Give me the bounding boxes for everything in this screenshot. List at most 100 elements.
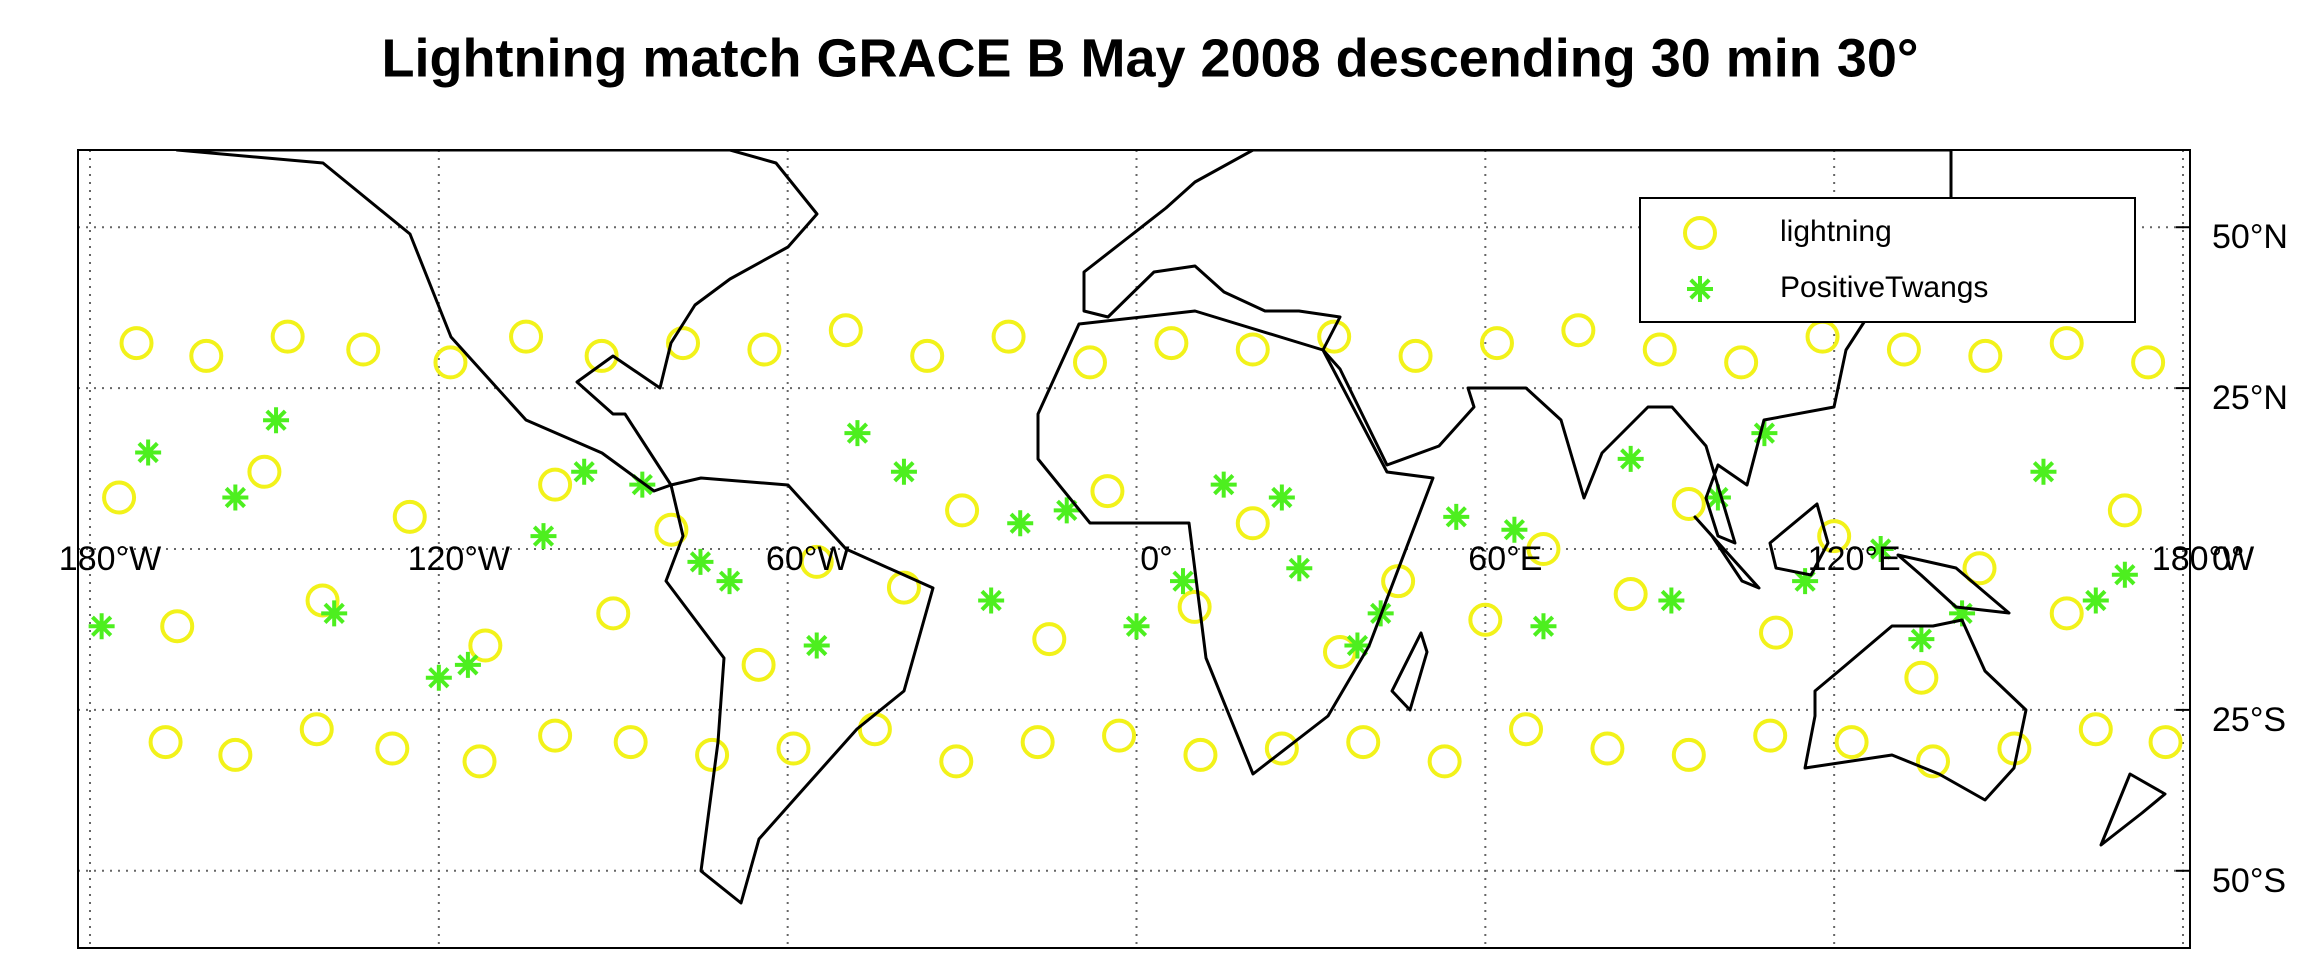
data-point bbox=[305, 583, 340, 618]
data-point bbox=[218, 737, 253, 772]
data-point bbox=[1671, 486, 1706, 521]
data-point bbox=[2082, 587, 2109, 614]
data-point bbox=[1344, 632, 1371, 659]
borneo bbox=[1768, 502, 1830, 577]
tick-labels: 50°N 25°N 0° 25°S 50°S 180°W 120°W 60°W 0° 60°E 12… bbox=[59, 218, 2288, 900]
data-point bbox=[1177, 589, 1212, 624]
data-point bbox=[654, 512, 689, 547]
coastlines bbox=[175, 150, 2167, 905]
data-point bbox=[1867, 536, 1894, 562]
data-point bbox=[1751, 420, 1778, 447]
data-point bbox=[1805, 319, 1840, 354]
data-point bbox=[1286, 555, 1313, 582]
north-america bbox=[175, 150, 819, 493]
data-point bbox=[890, 458, 917, 485]
data-point bbox=[666, 326, 701, 361]
data-point bbox=[2030, 458, 2057, 485]
data-point bbox=[1886, 332, 1921, 367]
data-point bbox=[247, 454, 282, 489]
data-point bbox=[844, 420, 871, 447]
data-point bbox=[1753, 718, 1788, 753]
data-point bbox=[1183, 737, 1218, 772]
data-point bbox=[687, 548, 714, 575]
data-point bbox=[1509, 712, 1544, 747]
data-point bbox=[462, 744, 497, 779]
y-tick-label: 50°S bbox=[2212, 862, 2286, 900]
data-point bbox=[148, 725, 183, 760]
data-point bbox=[1053, 497, 1080, 524]
data-point bbox=[1317, 319, 1352, 354]
data-point bbox=[299, 712, 334, 747]
data-point bbox=[613, 725, 648, 760]
data-point bbox=[886, 570, 921, 605]
data-point bbox=[1468, 602, 1503, 637]
data-point bbox=[747, 332, 782, 367]
legend-label: lightning bbox=[1780, 215, 1892, 248]
data-point bbox=[1916, 744, 1951, 779]
data-point bbox=[1904, 660, 1939, 695]
data-point bbox=[1724, 345, 1759, 380]
data-point bbox=[160, 609, 195, 644]
data-point bbox=[1561, 313, 1596, 348]
data-point bbox=[119, 326, 154, 361]
data-point bbox=[584, 338, 619, 373]
data-point bbox=[1032, 622, 1067, 657]
data-point bbox=[1908, 626, 1935, 653]
data-point bbox=[1427, 744, 1462, 779]
x-tick-label: 0° bbox=[1140, 540, 1173, 578]
data-point bbox=[1322, 634, 1357, 669]
south-america bbox=[664, 476, 935, 905]
data-point bbox=[509, 319, 544, 354]
data-point bbox=[88, 613, 115, 640]
y-tick-label: 25°S bbox=[2212, 701, 2286, 739]
grid bbox=[78, 150, 2190, 948]
data-point bbox=[1154, 326, 1189, 361]
data-point bbox=[596, 596, 631, 631]
data-point bbox=[776, 731, 811, 766]
data-point bbox=[1658, 587, 1685, 614]
legend-label: PositiveTwangs bbox=[1780, 271, 1988, 304]
data-point bbox=[1210, 471, 1237, 498]
data-point bbox=[991, 319, 1026, 354]
africa bbox=[1036, 309, 1435, 776]
data-point bbox=[1642, 332, 1677, 367]
new-zealand bbox=[2099, 772, 2167, 847]
data-point bbox=[538, 467, 573, 502]
data-point bbox=[433, 345, 468, 380]
data-point bbox=[1102, 718, 1137, 753]
data-point bbox=[1090, 474, 1125, 509]
madagascar bbox=[1390, 631, 1429, 712]
data-point bbox=[945, 493, 980, 528]
data-point bbox=[321, 600, 348, 627]
data-point bbox=[741, 647, 776, 682]
data-point bbox=[828, 313, 863, 348]
data-point bbox=[263, 407, 290, 434]
data-point bbox=[1170, 568, 1197, 595]
data-point bbox=[538, 718, 573, 753]
data-point bbox=[1834, 725, 1869, 760]
legend-marker bbox=[1683, 216, 1717, 250]
legend-marker bbox=[1687, 276, 1713, 302]
data-point bbox=[1235, 332, 1270, 367]
data-point bbox=[530, 523, 557, 550]
data-point bbox=[571, 458, 598, 485]
data-point bbox=[1501, 516, 1528, 543]
data-point bbox=[454, 651, 481, 678]
data-point bbox=[2107, 493, 2142, 528]
data-point bbox=[695, 737, 730, 772]
data-point bbox=[629, 471, 656, 498]
data-point bbox=[2111, 561, 2138, 588]
data-point bbox=[1007, 510, 1034, 537]
x-tick-label: 180°W bbox=[2152, 540, 2254, 578]
data-point bbox=[910, 338, 945, 373]
x-tick-label: 120°E bbox=[1808, 540, 1901, 578]
data-point bbox=[1123, 613, 1150, 640]
points bbox=[88, 313, 2183, 779]
data-point bbox=[1526, 532, 1561, 566]
data-point bbox=[2131, 345, 2166, 380]
x-tick-label: 60°E bbox=[1468, 540, 1542, 578]
australia bbox=[1803, 618, 2028, 802]
data-point bbox=[978, 587, 1005, 614]
data-point bbox=[1398, 338, 1433, 373]
